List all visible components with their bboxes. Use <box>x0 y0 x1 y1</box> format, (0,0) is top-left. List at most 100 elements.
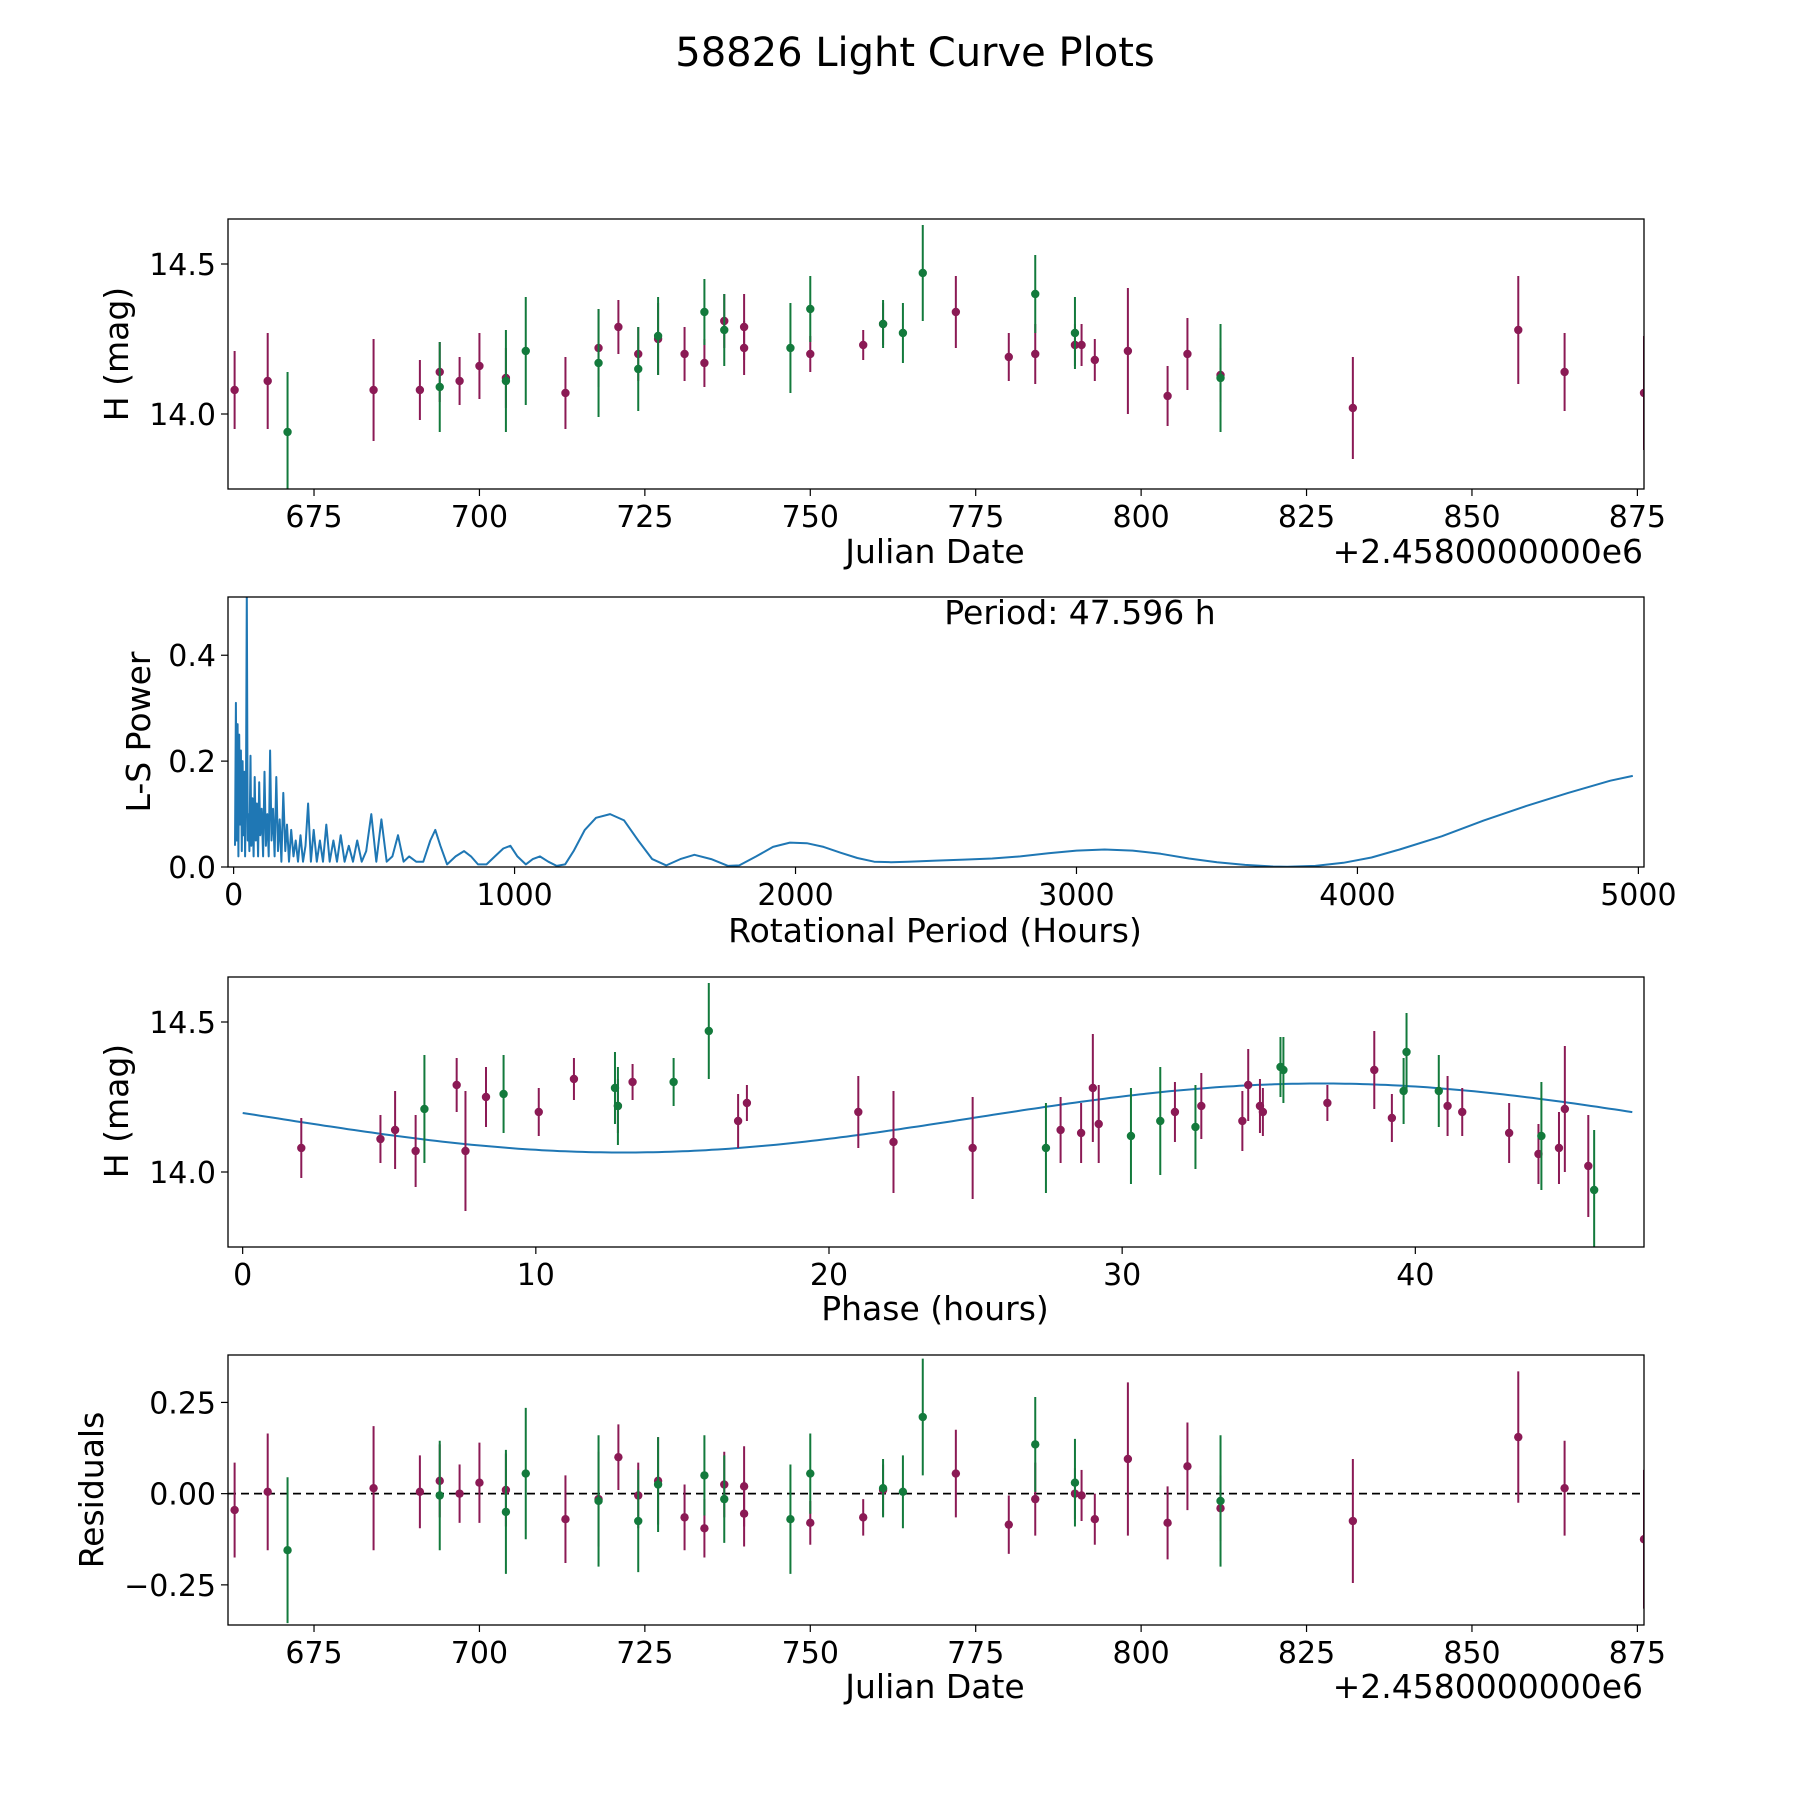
lightcurve-xlabel: Julian Date <box>843 532 1025 571</box>
phased-point-o <box>704 1026 713 1036</box>
periodogram-xtick-label: 1000 <box>476 878 552 913</box>
residuals-point-c <box>1031 1494 1040 1504</box>
phased-point-c <box>461 1146 470 1156</box>
lightcurve-point-c <box>1560 367 1569 377</box>
residuals-point-c <box>859 1513 868 1522</box>
residuals-point-o <box>283 1546 292 1555</box>
residuals-ytick-label: 0.00 <box>149 1478 216 1513</box>
lightcurve-point-o <box>501 376 511 386</box>
residuals-point-c <box>475 1478 484 1487</box>
residuals-point-o <box>501 1507 511 1517</box>
residuals-plot-area <box>228 1358 1644 1624</box>
phased-model-curve <box>242 1082 1633 1154</box>
phased-point-c <box>452 1080 461 1090</box>
lightcurve-point-c <box>951 307 961 317</box>
lightcurve-point-o <box>1216 373 1225 383</box>
residuals-point-c <box>1560 1483 1569 1493</box>
phased-point-c <box>968 1143 977 1153</box>
lightcurve-xtick-label: 700 <box>451 500 508 535</box>
phased-point-c <box>1170 1107 1180 1117</box>
phased-point-c <box>1584 1161 1593 1171</box>
phased-point-o <box>499 1089 508 1099</box>
residuals-point-c <box>230 1505 239 1515</box>
lightcurve-point-c <box>475 361 484 371</box>
phased-point-c <box>1056 1125 1065 1135</box>
phased-point-c <box>1258 1107 1268 1117</box>
phased-ytick-label: 14.5 <box>149 1006 216 1041</box>
lightcurve-point-c <box>700 358 709 368</box>
lightcurve-xtick-label: 775 <box>947 500 1004 535</box>
phased-point-c <box>1560 1104 1570 1114</box>
lightcurve-point-c <box>1348 403 1358 413</box>
lightcurve-ylabel: H (mag) <box>97 287 136 421</box>
figure-title: 58826 Light Curve Plots <box>675 30 1154 76</box>
residuals-point-o <box>700 1471 709 1480</box>
phased-point-c <box>569 1074 579 1084</box>
periodogram-power-line <box>234 597 1634 867</box>
residuals-point-o <box>521 1469 530 1478</box>
residuals-point-o <box>1070 1478 1080 1487</box>
phased-point-c <box>390 1125 400 1135</box>
phased-plot-area <box>242 983 1633 1247</box>
lightcurve-xtick-label: 850 <box>1443 500 1500 535</box>
phased-point-c <box>1443 1101 1452 1111</box>
residuals-point-c <box>1163 1518 1172 1528</box>
lightcurve-ytick-label: 14.0 <box>149 398 216 433</box>
phased-xlabel: Phase (hours) <box>821 1289 1049 1328</box>
lightcurve-point-o <box>878 319 888 329</box>
phased-point-c <box>1554 1143 1564 1153</box>
lightcurve-point-c <box>369 385 378 395</box>
lightcurve-panel: H (mag) Julian Date +2.4580000000e6 675 7… <box>97 218 1666 571</box>
residuals-point-c <box>951 1469 961 1478</box>
lightcurve-xtick-label: 750 <box>782 500 839 535</box>
lightcurve-point-c <box>1123 346 1133 356</box>
phased-point-o <box>1434 1086 1443 1096</box>
residuals-point-o <box>634 1516 643 1526</box>
residuals-xtick-label: 675 <box>285 1636 342 1671</box>
residuals-point-c <box>739 1509 749 1518</box>
phased-point-c <box>1370 1065 1379 1075</box>
residuals-point-c <box>1348 1516 1358 1526</box>
lightcurve-point-o <box>720 325 729 335</box>
periodogram-ylabel: L-S Power <box>119 651 158 812</box>
residuals-xtick-label: 725 <box>616 1636 673 1671</box>
residuals-xlabel: Julian Date <box>843 1667 1025 1706</box>
lightcurve-point-c <box>739 343 749 353</box>
residuals-point-c <box>1004 1520 1013 1529</box>
residuals-point-c <box>806 1518 815 1528</box>
phased-point-o <box>1537 1131 1546 1141</box>
residuals-point-c <box>1123 1454 1133 1464</box>
phased-point-c <box>1088 1083 1098 1093</box>
lightcurve-offset-text: +2.4580000000e6 <box>1333 532 1643 571</box>
phased-xtick-label: 10 <box>517 1258 555 1293</box>
phased-point-c <box>1076 1128 1086 1138</box>
lightcurve-point-c <box>1090 355 1100 365</box>
periodogram-frame <box>227 596 1645 868</box>
phased-point-o <box>1279 1065 1288 1075</box>
phased-point-o <box>420 1104 429 1114</box>
residuals-point-o <box>435 1491 444 1500</box>
lightcurve-xtick-label: 800 <box>1112 500 1169 535</box>
phased-point-c <box>889 1137 898 1147</box>
residuals-point-o <box>653 1480 663 1489</box>
periodogram-xtick-label: 0 <box>224 878 243 913</box>
phased-point-o <box>613 1101 623 1111</box>
residuals-xtick-label: 850 <box>1443 1636 1500 1671</box>
lightcurve-point-o <box>1031 289 1040 299</box>
lightcurve-xtick-label: 825 <box>1278 500 1335 535</box>
residuals-xtick-label: 800 <box>1112 1636 1169 1671</box>
phased-point-c <box>534 1107 543 1117</box>
lightcurve-frame <box>227 218 1645 490</box>
residuals-point-o <box>898 1487 908 1497</box>
phased-point-o <box>1589 1185 1599 1195</box>
residuals-offset-text: +2.4580000000e6 <box>1333 1667 1643 1706</box>
residuals-xtick-label: 875 <box>1609 1636 1666 1671</box>
phased-point-c <box>1238 1116 1247 1126</box>
lightcurve-point-o <box>918 268 927 278</box>
phased-xtick-label: 40 <box>1396 1258 1434 1293</box>
lightcurve-point-c <box>561 388 570 398</box>
residuals-point-o <box>594 1496 603 1506</box>
phased-point-c <box>376 1134 385 1144</box>
phased-point-c <box>481 1092 491 1102</box>
